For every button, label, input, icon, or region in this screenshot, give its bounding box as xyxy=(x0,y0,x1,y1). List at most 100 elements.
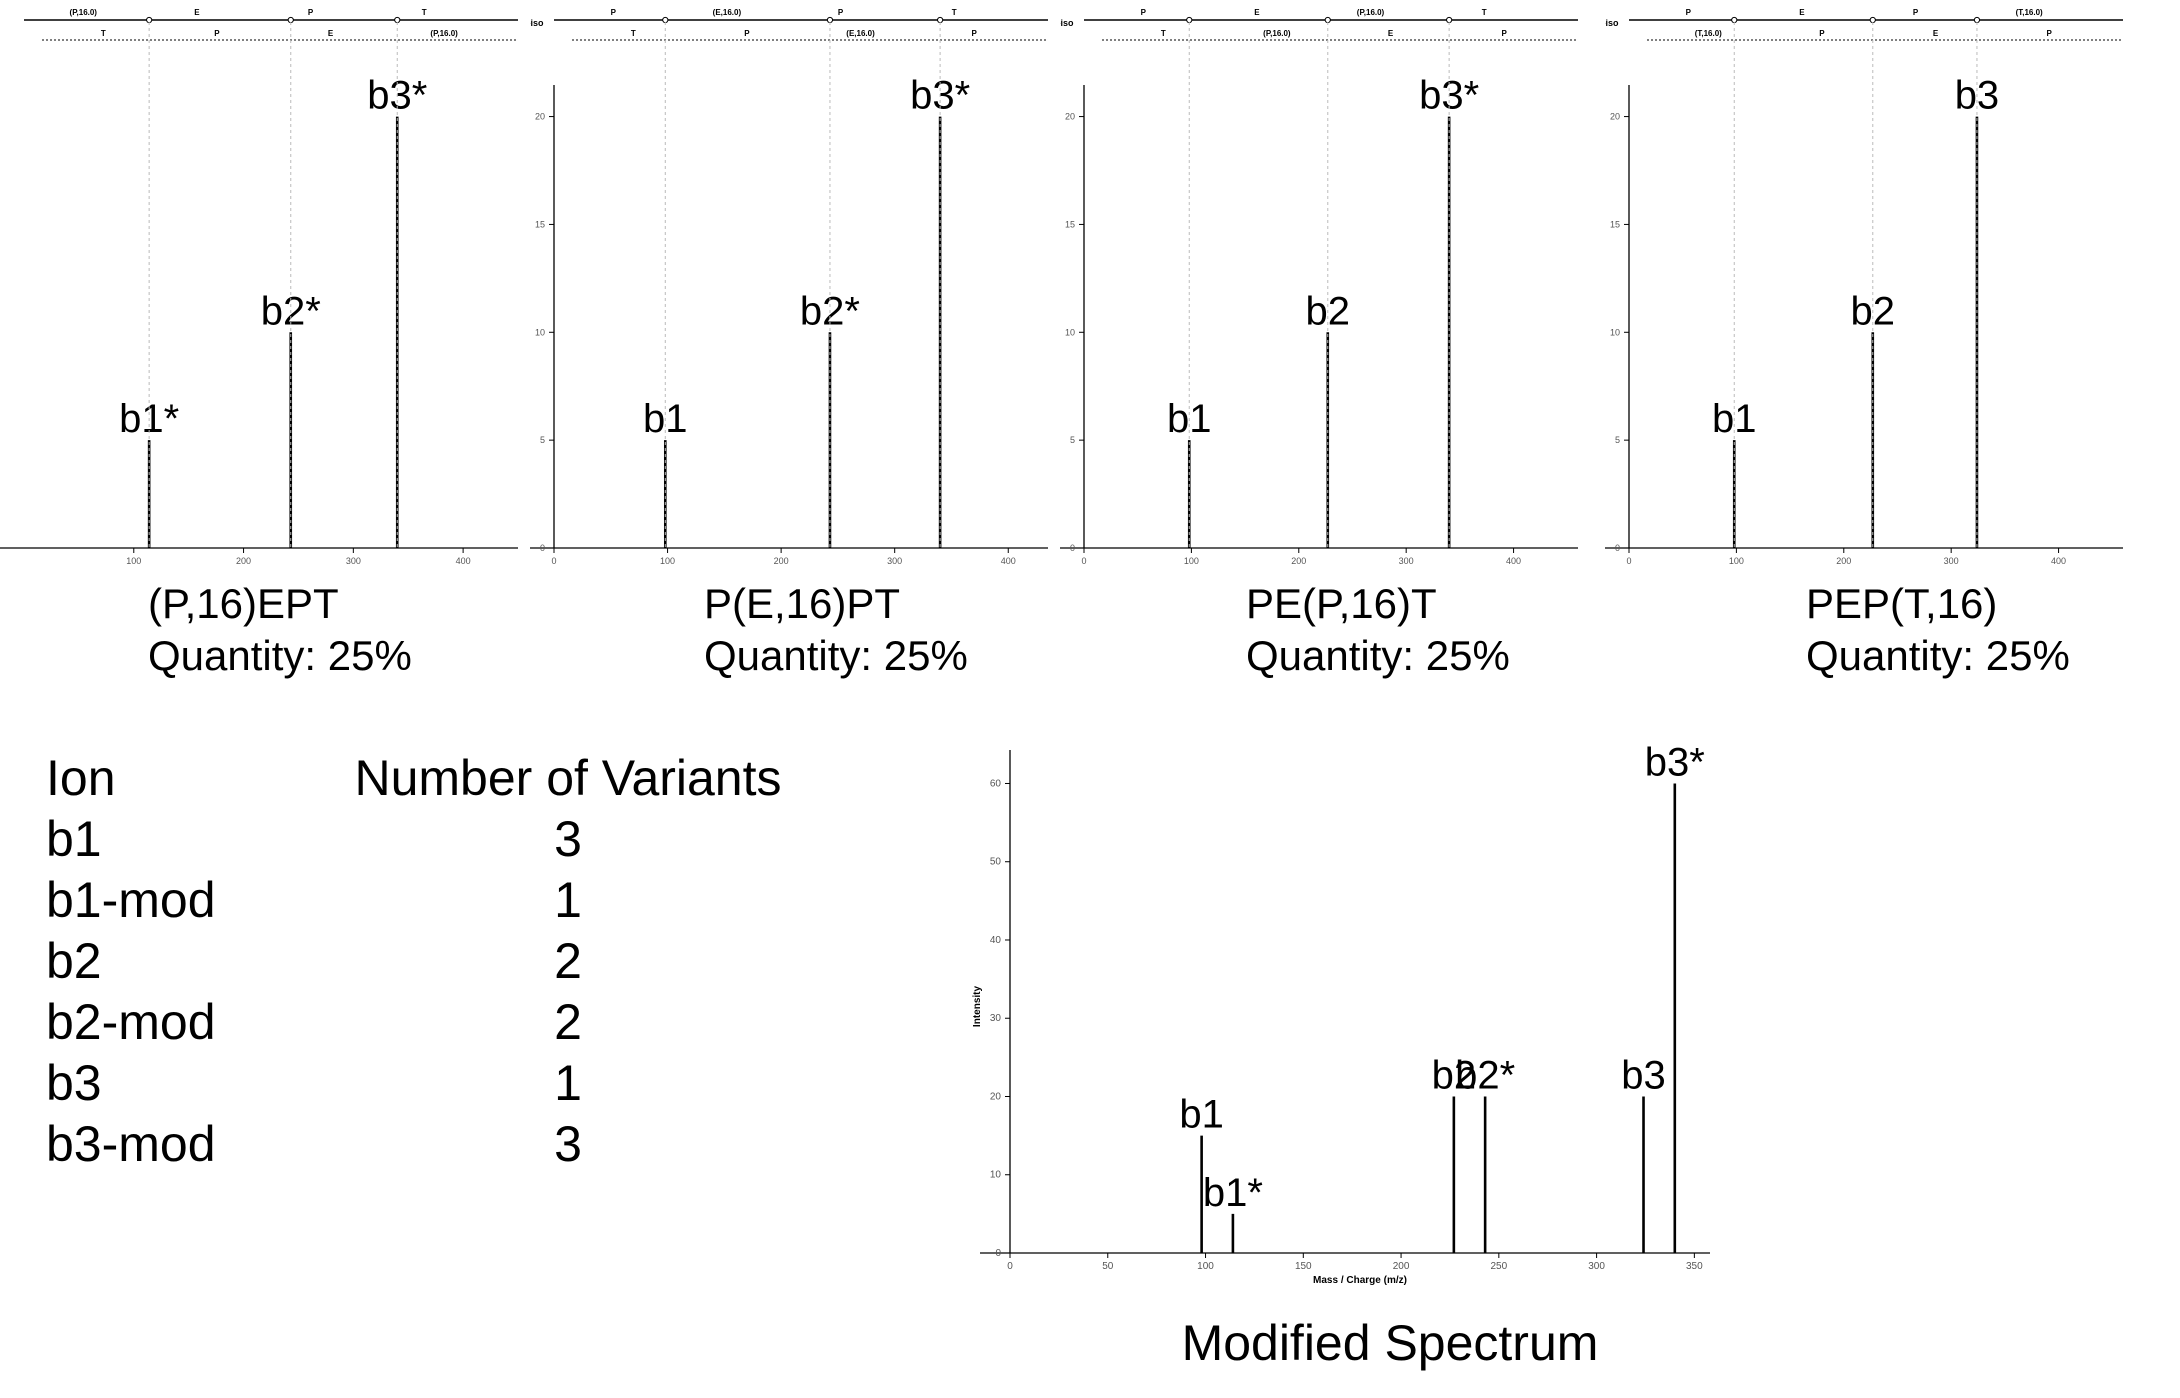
y-tick-label: 15 xyxy=(1610,219,1620,229)
y-tick-label: 0 xyxy=(1615,543,1620,553)
x-tick-label: 300 xyxy=(346,556,361,566)
x-tick-label: 250 xyxy=(1490,1261,1507,1272)
ladder-bottom-residue: P xyxy=(2046,29,2052,38)
y-axis-label: Intensity xyxy=(972,986,983,1028)
ladder-top-residue: E xyxy=(194,8,200,17)
y-tick-label: 30 xyxy=(990,1013,1002,1024)
x-tick-label: 300 xyxy=(1944,556,1959,566)
y-tick-label: 10 xyxy=(535,327,545,337)
cleavage-marker xyxy=(1869,16,1876,24)
x-tick-label: 50 xyxy=(1102,1261,1114,1272)
cleavage-marker xyxy=(826,16,834,24)
ladder-bottom-residue: E xyxy=(328,29,334,38)
cleavage-marker xyxy=(146,16,153,24)
peak-label: b2* xyxy=(1455,1053,1515,1097)
spectrum-2: 051015200100200300400Mass / Charge (m/z)… xyxy=(530,8,1048,566)
peak-label: b1* xyxy=(1203,1171,1263,1215)
row-ion: b1 xyxy=(46,811,102,867)
ladder-top-residue: T xyxy=(1482,8,1487,17)
x-tick-label: 100 xyxy=(126,556,141,566)
ladder-top-residue: P xyxy=(1686,8,1692,17)
caption-quantity: Quantity: 25% xyxy=(1806,632,2070,679)
y-tick-label: 5 xyxy=(1070,435,1075,445)
caption-quantity: Quantity: 25% xyxy=(148,632,412,679)
header-ion: Ion xyxy=(46,750,116,806)
ladder-bottom-residue: E xyxy=(1933,29,1939,38)
x-tick-label: 200 xyxy=(1393,1261,1410,1272)
row-ion: b2-mod xyxy=(46,994,216,1050)
ladder-bottom-residue: (P,16.0) xyxy=(1263,29,1291,38)
peak-label: b3* xyxy=(1645,740,1705,784)
spectrum-1: 100200300400Mass / Charge (m/z)b1*b2*b3*… xyxy=(0,8,518,566)
ladder-top-residue: P xyxy=(838,8,844,17)
cleavage-marker xyxy=(1446,16,1453,24)
row-ion: b2 xyxy=(46,933,102,989)
ladder-top-residue: (T,16.0) xyxy=(2016,8,2043,17)
x-axis-label: Mass / Charge (m/z) xyxy=(1313,1275,1407,1286)
ladder-bottom-residue: P xyxy=(1501,29,1507,38)
y-tick-label: 0 xyxy=(1070,543,1075,553)
ladder-bottom-residue: P xyxy=(214,29,220,38)
ladder-bottom-residue: P xyxy=(971,29,977,38)
y-tick-label: 10 xyxy=(990,1170,1002,1181)
x-tick-label: 100 xyxy=(660,556,675,566)
x-tick-label: 200 xyxy=(1836,556,1851,566)
ladder-bottom-residue: (P,16.0) xyxy=(430,29,458,38)
x-tick-label: 300 xyxy=(1588,1261,1605,1272)
ladder-top-residue: P xyxy=(611,8,617,17)
ladder-top-residue: T xyxy=(422,8,427,17)
row-count: 1 xyxy=(554,1055,582,1111)
ladder-bottom-residue: (T,16.0) xyxy=(1695,29,1722,38)
ladder-top-residue: (E,16.0) xyxy=(713,8,742,17)
peak-label: b1 xyxy=(1179,1093,1224,1137)
x-tick-label: 0 xyxy=(1081,556,1086,566)
y-tick-label: 20 xyxy=(1610,112,1620,122)
peak-label: b3 xyxy=(1621,1053,1666,1097)
x-tick-label: 100 xyxy=(1729,556,1744,566)
row-count: 3 xyxy=(554,811,582,867)
ladder-top-residue: P xyxy=(308,8,314,17)
y-tick-label: 50 xyxy=(990,857,1002,868)
row-count: 2 xyxy=(554,994,582,1050)
ladder-bottom-residue: P xyxy=(1819,29,1825,38)
ladder-top-residue: E xyxy=(1254,8,1260,17)
ladder-top-residue: (P,16.0) xyxy=(70,8,98,17)
y-tick-label: 0 xyxy=(995,1248,1001,1259)
ladder-bottom-residue: P xyxy=(744,29,750,38)
y-tick-label: 60 xyxy=(990,778,1002,789)
x-tick-label: 400 xyxy=(1506,556,1521,566)
row-ion: b1-mod xyxy=(46,872,216,928)
x-tick-label: 300 xyxy=(1399,556,1414,566)
cleavage-marker xyxy=(1324,16,1331,24)
row-count: 2 xyxy=(554,933,582,989)
caption-spectrum-4: PEP(T,16) Quantity: 25% xyxy=(1806,578,2070,682)
ladder-tag: b-iso xyxy=(1060,18,1074,28)
x-tick-label: 350 xyxy=(1686,1261,1703,1272)
ladder-tag: b-iso xyxy=(530,18,544,28)
y-tick-label: 5 xyxy=(1615,435,1620,445)
x-tick-label: 100 xyxy=(1197,1261,1214,1272)
caption-sequence: (P,16)EPT xyxy=(148,580,339,627)
row-count: 1 xyxy=(554,872,582,928)
caption-sequence: PE(P,16)T xyxy=(1246,580,1437,627)
y-tick-label: 5 xyxy=(540,435,545,445)
row-ion: b3 xyxy=(46,1055,102,1111)
cleavage-marker xyxy=(937,16,944,24)
cleavage-marker xyxy=(662,16,669,24)
caption-quantity: Quantity: 25% xyxy=(1246,632,1510,679)
caption-spectrum-1: (P,16)EPT Quantity: 25% xyxy=(148,578,412,682)
x-tick-label: 0 xyxy=(551,556,556,566)
cleavage-marker xyxy=(287,16,294,24)
caption-sequence: P(E,16)PT xyxy=(704,580,901,627)
cleavage-marker xyxy=(394,16,401,24)
y-tick-label: 40 xyxy=(990,935,1002,946)
y-tick-label: 15 xyxy=(1065,219,1075,229)
ladder-top-residue: P xyxy=(1141,8,1147,17)
y-tick-label: 20 xyxy=(990,1091,1002,1102)
cleavage-marker xyxy=(1731,16,1738,24)
x-tick-label: 400 xyxy=(456,556,471,566)
ladder-bottom-residue: (E,16.0) xyxy=(846,29,875,38)
ladder-top-residue: E xyxy=(1799,8,1805,17)
x-tick-label: 400 xyxy=(2051,556,2066,566)
x-tick-label: 300 xyxy=(887,556,902,566)
